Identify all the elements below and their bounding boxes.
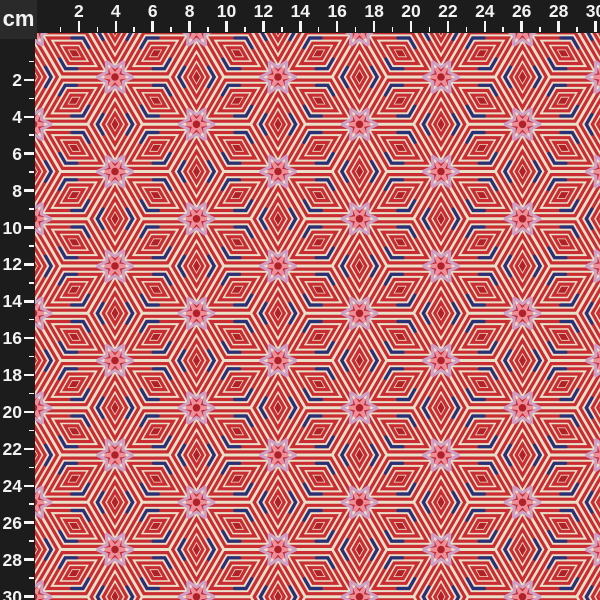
top-ruler-number: 14 xyxy=(290,1,311,21)
left-ruler-tick xyxy=(29,318,34,321)
left-ruler-tick xyxy=(24,263,34,266)
left-ruler-tick xyxy=(24,373,34,377)
top-ruler-tick xyxy=(299,21,302,32)
top-ruler-tick xyxy=(170,26,172,32)
left-ruler-tick xyxy=(24,152,34,155)
left-ruler-number: 20 xyxy=(2,402,22,422)
top-ruler-number: 30 xyxy=(585,1,600,21)
left-ruler-number: 2 xyxy=(12,69,22,90)
left-ruler-number: 10 xyxy=(2,217,22,238)
left-ruler-tick xyxy=(24,78,34,82)
left-ruler-number: 12 xyxy=(2,254,22,275)
left-ruler-number: 14 xyxy=(2,291,22,312)
top-ruler-number: 26 xyxy=(511,1,532,21)
top-ruler-tick xyxy=(483,21,487,32)
top-ruler-tick xyxy=(502,26,504,32)
top-ruler-tick xyxy=(114,21,118,32)
top-ruler-tick xyxy=(372,21,376,32)
top-ruler-tick xyxy=(96,26,99,32)
left-ruler-number: 22 xyxy=(2,438,22,459)
left-ruler-tick xyxy=(24,558,34,561)
left-ruler-tick xyxy=(29,540,34,542)
left-ruler-number: 16 xyxy=(2,328,22,349)
top-ruler-number: 12 xyxy=(253,1,274,21)
top-ruler-number: 16 xyxy=(327,1,347,21)
left-ruler-tick xyxy=(24,115,34,119)
top-ruler-tick xyxy=(77,21,81,32)
top-ruler-tick xyxy=(557,21,560,32)
top-ruler-tick xyxy=(335,21,339,32)
top-ruler-tick xyxy=(520,21,523,32)
left-ruler-tick xyxy=(29,503,34,505)
left-ruler-number: 24 xyxy=(2,475,22,496)
top-ruler-tick xyxy=(133,26,135,32)
top-ruler-number: 18 xyxy=(364,1,384,21)
left-ruler-tick xyxy=(29,171,34,173)
ruler-unit-label: cm xyxy=(2,5,35,31)
left-ruler-number: 8 xyxy=(12,180,22,201)
top-ruler-number: 4 xyxy=(110,1,121,21)
left-ruler-tick xyxy=(29,60,34,63)
top-ruler-tick xyxy=(391,26,394,32)
top-ruler-number: 24 xyxy=(475,1,495,21)
fabric-swatch xyxy=(35,33,600,600)
left-ruler-tick xyxy=(29,208,34,210)
left-ruler-tick xyxy=(29,355,34,358)
top-ruler-tick xyxy=(59,26,62,32)
top-ruler-tick xyxy=(428,26,431,32)
top-ruler-tick xyxy=(409,21,413,32)
top-ruler-number: 6 xyxy=(147,1,158,21)
top-ruler-tick xyxy=(594,21,597,32)
top-ruler-tick xyxy=(151,21,154,32)
left-ruler-tick xyxy=(29,577,34,579)
top-ruler-number: 28 xyxy=(548,1,569,21)
top-ruler-tick xyxy=(446,21,450,32)
left-ruler-tick xyxy=(24,300,34,303)
left-ruler-tick xyxy=(24,447,34,451)
left-ruler-tick xyxy=(24,484,34,488)
top-ruler-tick xyxy=(188,21,191,32)
left-ruler-tick xyxy=(24,189,34,192)
left-ruler-tick xyxy=(24,521,34,524)
top-ruler-number: 2 xyxy=(74,1,84,21)
top-ruler-tick xyxy=(354,26,357,32)
top-ruler-tick xyxy=(539,26,541,32)
left-ruler-number: 6 xyxy=(12,143,22,164)
left-ruler-tick xyxy=(29,97,34,100)
left-ruler-number: 4 xyxy=(12,106,22,127)
top-ruler-tick xyxy=(317,26,320,32)
top-ruler-tick xyxy=(244,26,246,32)
top-ruler-number: 8 xyxy=(184,1,195,21)
left-ruler-tick xyxy=(29,134,34,136)
left-ruler-tick xyxy=(29,392,34,395)
left-ruler-tick xyxy=(24,410,34,414)
top-ruler-tick xyxy=(576,26,578,32)
left-ruler-number: 26 xyxy=(2,512,22,533)
top-ruler-number: 22 xyxy=(438,1,458,21)
top-ruler-tick xyxy=(207,26,209,32)
top-ruler-number: 20 xyxy=(401,1,421,21)
top-ruler-tick xyxy=(225,21,228,32)
left-ruler-tick xyxy=(29,245,34,247)
left-ruler-number: 28 xyxy=(2,549,22,570)
left-ruler-tick xyxy=(29,282,34,284)
top-ruler-tick xyxy=(281,26,283,32)
ruler-left: 2 4 6 8 10 12 14 16 18 20 22 24 26 28 30 xyxy=(0,0,35,600)
top-ruler-tick xyxy=(465,26,468,32)
left-ruler-tick xyxy=(24,226,34,229)
left-ruler-number: 18 xyxy=(2,365,22,386)
left-ruler-tick xyxy=(29,429,34,432)
ruler-corner: cm xyxy=(0,0,37,39)
top-ruler-number: 10 xyxy=(216,1,237,21)
left-ruler-tick xyxy=(29,466,34,469)
left-ruler-tick xyxy=(24,336,34,340)
left-ruler-number: 30 xyxy=(2,586,22,600)
top-ruler-tick xyxy=(262,21,265,32)
left-ruler-tick xyxy=(24,595,34,598)
